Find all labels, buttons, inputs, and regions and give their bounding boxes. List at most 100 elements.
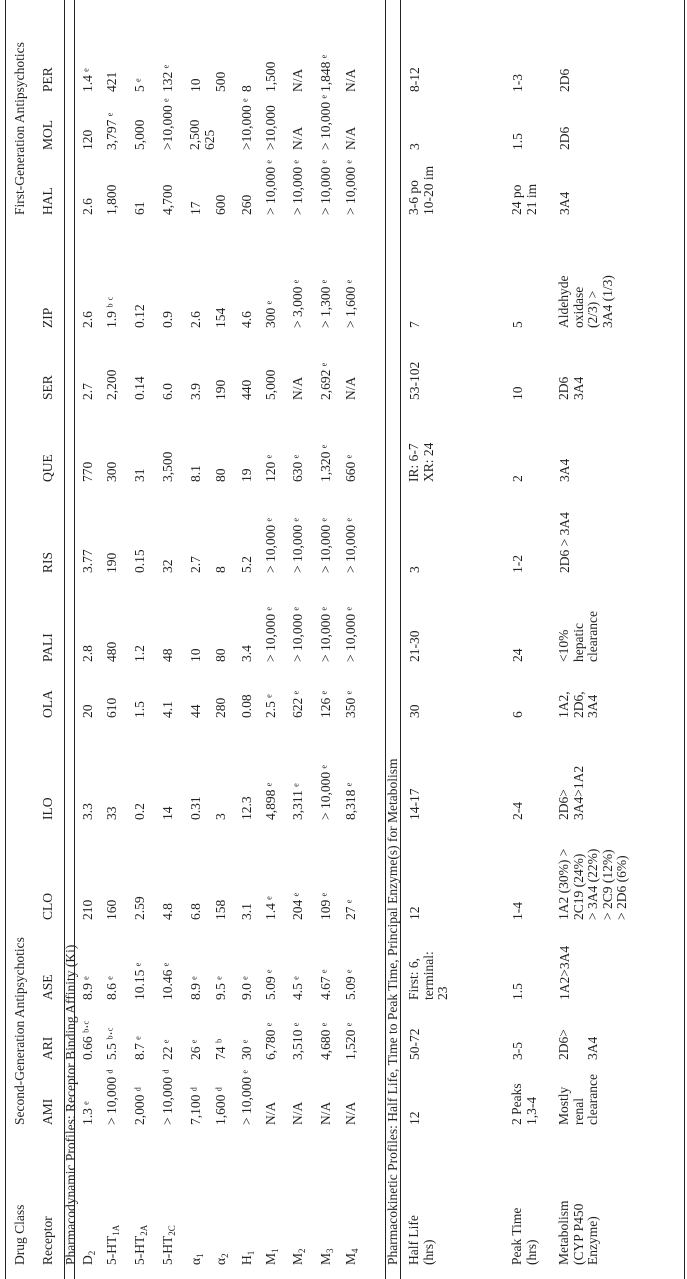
receptor-name: M [343,1252,358,1265]
receptor-subscript: 2A [139,1224,149,1236]
ki-value-cell: N/A [343,376,358,400]
pk-row-label: Peak Time (hrs) [509,1207,539,1265]
drug-header-clo: CLO [40,893,55,920]
ki-value-cell: 27 ᵉ [343,899,358,920]
drug-header-ola: OLA [40,690,55,718]
ki-value-cell: > 10,000 ᵉ [290,518,305,573]
ki-value-cell: 8.9 ᵉ [80,976,95,1000]
ki-value-cell: 2,200 [104,369,119,400]
ki-value-cell: 3 [213,813,228,820]
ki-value-cell: 1,800 [104,184,119,215]
receptor-subscript: 2C [167,1225,177,1236]
pk-value-cell: 2D6> 3A4>1A2 [556,765,586,820]
pd-section-title: Pharmacodynamic Profiles: Receptor Bindi… [63,944,78,1265]
ki-value-cell: 1.9 ᵇ ᶜ [104,296,119,328]
drug-header-pali: PALI [40,633,55,662]
ki-value-cell: 1,520 ᵉ [343,1022,358,1060]
ki-value-cell: 4,898 ᵉ [263,782,278,820]
ki-value-cell: 3.1 [239,903,254,920]
ki-value-cell: 17 [188,201,203,216]
pk-value-cell: 2D6> 3A4 [556,1029,600,1060]
pk-value-cell: 3A4 [557,191,572,215]
pk-value-cell: 2-4 [510,802,525,820]
ki-value-cell: 6.0 [160,383,175,400]
ki-value-cell: 2.6 [188,311,203,328]
ki-value-cell: 10 [188,648,203,663]
ki-value-cell: > 1,300 ᵉ [318,279,333,328]
ki-value-cell: > 10,000 ᵉ [290,160,305,215]
ki-value-cell: 8.7 ᵉ [132,1036,147,1060]
ki-value-cell: >10,000 ᵉ [239,98,254,150]
ki-value-cell: 9.5 ᵉ [213,976,228,1000]
ki-value-cell: > 10,000 ᵉ [343,160,358,215]
receptor-subscript: 1A [111,1224,121,1236]
pk-value-cell: 1.5 [510,133,525,150]
ki-value-cell: > 1,600 ᵉ [343,279,358,328]
pk-value-cell: 1A2>3A4 [557,945,572,1000]
ki-value-cell: 1.5 [132,701,147,718]
receptor-subscript: 1 [195,1253,205,1258]
pk-value-cell: Aldehyde oxidase (2/3) > 3A4 (1/3) [556,275,615,328]
ki-value-cell: 610 [104,697,119,718]
receptor-name: α [213,1257,228,1265]
ki-value-cell: 44 [188,704,203,719]
pk-value-cell: 3-6 po 10-20 im [406,165,436,215]
ki-value-cell: 0.15 [132,549,147,573]
ki-value-cell: 770 [80,461,95,482]
ki-value-cell: 5,000 [263,369,278,400]
receptor-label: M3 [318,1248,338,1265]
pk-value-cell: 2D6 > 3A4 [557,512,572,573]
first-gen-group-header: First-Generation Antipsychotics [12,42,27,215]
ki-value-cell: 0.2 [132,803,147,820]
ki-value-cell: N/A [290,126,305,150]
ki-value-cell: 33 [104,806,119,821]
ki-value-cell: > 10,000 ᵈ [160,1069,175,1125]
drug-header-per: PER [40,67,55,92]
pk-value-cell: 3-5 [510,1042,525,1060]
pk-value-cell: 5 [510,321,525,328]
ki-value-cell: 158 [213,899,228,920]
ki-value-cell: > 10,000 ᵉ [239,1070,254,1125]
ki-value-cell: N/A [343,126,358,150]
pk-value-cell: 7 [407,321,422,328]
ki-value-cell: >10,000 [263,105,278,150]
ki-value-cell: > 10,000 ᵉ [318,518,333,573]
ki-value-cell: 7,100 ᵈ [188,1087,203,1125]
receptor-name: 5-HT [160,1235,175,1265]
pk-value-cell: 6 [510,711,525,718]
pk-value-cell: 3A4 [557,458,572,482]
ki-value-cell: 31 [132,468,147,483]
ki-value-cell: 8 [239,85,254,92]
ki-value-cell: 190 [213,379,228,400]
pk-value-cell: 10 [510,386,525,401]
ki-value-cell: 61 [132,201,147,216]
receptor-name: D [80,1255,95,1265]
ki-value-cell: 1.2 [132,645,147,662]
pk-value-cell: 3 [407,566,422,573]
ki-value-cell: 2.6 [80,198,95,215]
drug-header-ris: RIS [40,551,55,573]
pk-value-cell: 1A2, 2D6, 3A4 [556,691,600,718]
ki-value-cell: 300 ᵉ [263,300,278,328]
ki-value-cell: N/A [290,68,305,92]
ki-value-cell: 630 ᵉ [290,454,305,482]
ki-value-cell: 26 ᵉ [188,1039,203,1060]
receptor-label: M4 [343,1248,363,1265]
ki-value-cell: 48 [160,648,175,663]
ki-value-cell: 3,510 ᵉ [290,1022,305,1060]
pk-value-cell: 2 Peaks 1,3-4 [509,1083,539,1125]
ki-value-cell: N/A [263,1101,278,1125]
ki-value-cell: 10.46 ᵉ [160,962,175,1000]
pk-value-cell: 12 [407,1111,422,1126]
ki-value-cell: 2,500 625 [187,119,217,150]
ki-value-cell: 14 [160,806,175,821]
table-bottom-border [684,0,685,1279]
drug-class-label: Drug Class [12,1204,27,1265]
pk-value-cell: 24 po 21 im [509,183,539,215]
drug-header-ser: SER [40,375,55,400]
ki-value-cell: 260 [239,194,254,215]
ki-value-cell: 2.8 [80,645,95,662]
ki-value-cell: 5.2 [239,556,254,573]
ki-value-cell: 74 ᵇ [213,1038,228,1060]
ki-value-cell: > 10,000 ᵉ [318,95,333,150]
